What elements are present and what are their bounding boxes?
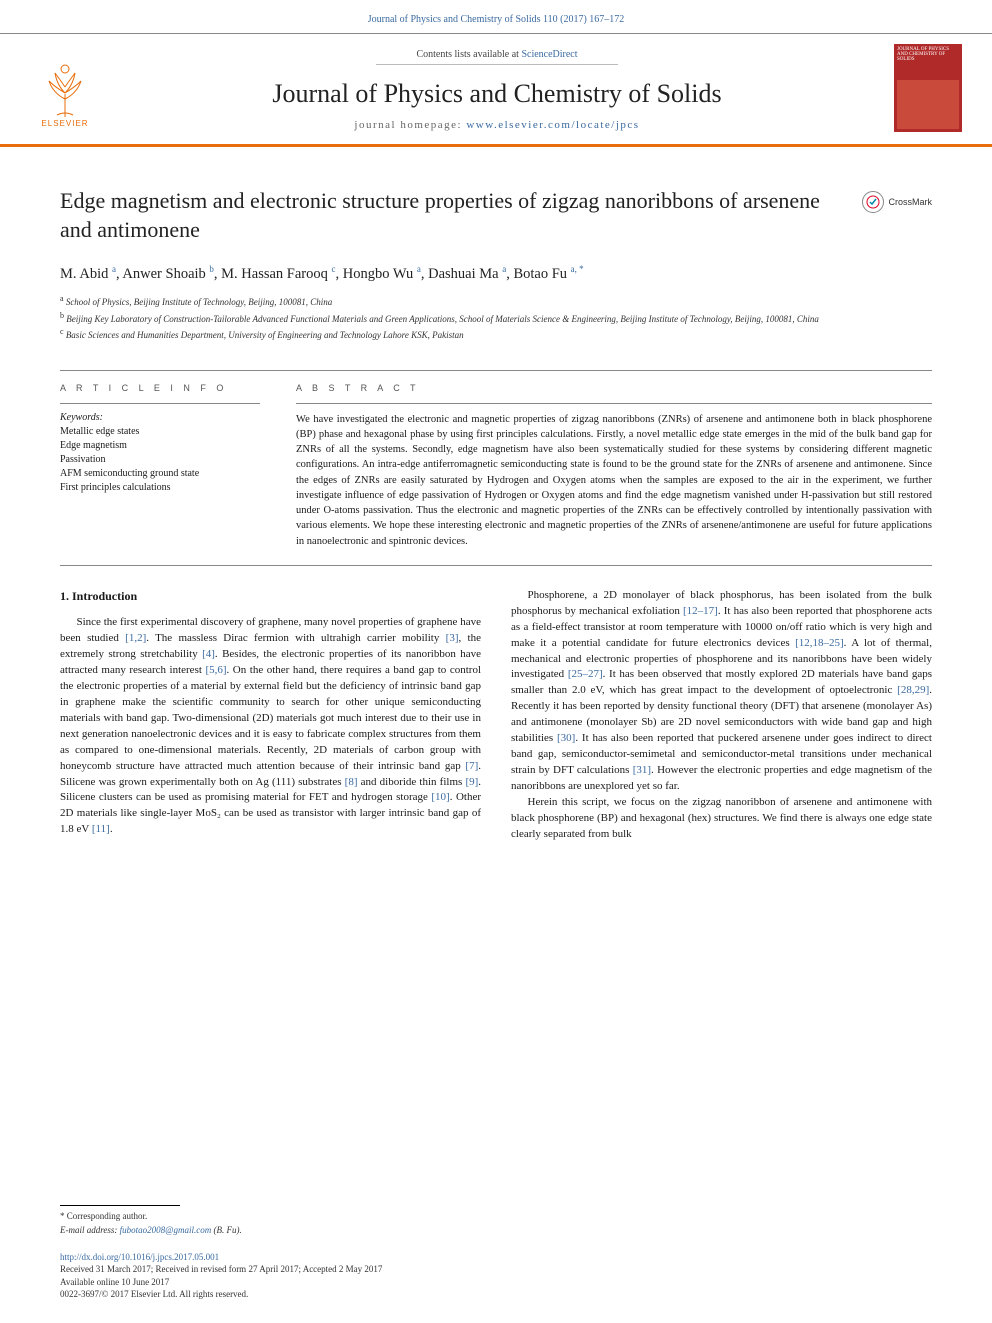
affiliations: a School of Physics, Beijing Institute o… <box>60 293 910 342</box>
running-head-text: Journal of Physics and Chemistry of Soli… <box>368 14 625 25</box>
ref-link[interactable]: [1,2] <box>125 632 146 644</box>
body-para-3: Herein this script, we focus on the zigz… <box>511 795 932 843</box>
abstract-text: We have investigated the electronic and … <box>296 412 932 549</box>
homepage-link[interactable]: www.elsevier.com/locate/jpcs <box>466 119 639 131</box>
ref-link[interactable]: [31] <box>633 764 651 776</box>
online-line: Available online 10 June 2017 <box>60 1276 932 1289</box>
keyword-item: AFM semiconducting ground state <box>60 467 260 481</box>
abstract-heading: A B S T R A C T <box>296 383 932 393</box>
homepage-prefix: journal homepage: <box>354 119 466 131</box>
ref-link[interactable]: [7] <box>465 760 478 772</box>
masthead-center: Contents lists available at ScienceDirec… <box>120 46 874 131</box>
affiliation-line: a School of Physics, Beijing Institute o… <box>60 293 910 309</box>
history-line: Received 31 March 2017; Received in revi… <box>60 1263 932 1276</box>
article-info-column: A R T I C L E I N F O Keywords: Metallic… <box>60 383 260 549</box>
crossmark-label: CrossMark <box>888 197 932 207</box>
crossmark-icon <box>862 191 884 213</box>
ref-link[interactable]: [12,18–25] <box>795 637 844 649</box>
ref-link[interactable]: [30] <box>557 732 575 744</box>
ref-link[interactable]: [10] <box>431 791 449 803</box>
affiliation-line: c Basic Sciences and Humanities Departme… <box>60 326 910 342</box>
masthead: ELSEVIER Contents lists available at Sci… <box>0 33 992 147</box>
ref-link[interactable]: [9] <box>465 776 478 788</box>
keywords-list: Metallic edge statesEdge magnetismPassiv… <box>60 425 260 495</box>
crossmark-badge[interactable]: CrossMark <box>862 191 932 213</box>
author-list: M. Abid a, Anwer Shoaib b, M. Hassan Far… <box>60 264 932 283</box>
homepage-line: journal homepage: www.elsevier.com/locat… <box>120 119 874 131</box>
doi-link[interactable]: http://dx.doi.org/10.1016/j.jpcs.2017.05… <box>60 1252 219 1262</box>
cover-title: JOURNAL OF PHYSICS AND CHEMISTRY OF SOLI… <box>897 47 959 80</box>
elsevier-tree-icon <box>35 59 95 119</box>
ref-link[interactable]: [8] <box>345 776 358 788</box>
ref-link[interactable]: [25–27] <box>568 668 603 680</box>
keyword-item: Edge magnetism <box>60 439 260 453</box>
elsevier-logo[interactable]: ELSEVIER <box>30 48 100 128</box>
abstract-rule <box>296 403 932 404</box>
abstract-column: A B S T R A C T We have investigated the… <box>296 383 932 549</box>
contents-line: Contents lists available at ScienceDirec… <box>376 49 617 65</box>
footnote-rule <box>60 1205 180 1206</box>
keyword-item: Metallic edge states <box>60 425 260 439</box>
info-rule <box>60 403 260 404</box>
ref-link[interactable]: [12–17] <box>683 605 718 617</box>
running-head: Journal of Physics and Chemistry of Soli… <box>0 0 992 33</box>
ref-link[interactable]: [4] <box>202 648 215 660</box>
section-title: Introduction <box>72 589 137 603</box>
contents-prefix: Contents lists available at <box>416 49 521 60</box>
keywords-label: Keywords: <box>60 412 260 423</box>
publisher-label: ELSEVIER <box>41 119 88 128</box>
keyword-item: First principles calculations <box>60 481 260 495</box>
article-title: Edge magnetism and electronic structure … <box>60 187 840 244</box>
ref-link[interactable]: [28,29] <box>897 684 929 696</box>
email-link[interactable]: fubotao2008@gmail.com <box>120 1225 212 1235</box>
email-line: E-mail address: fubotao2008@gmail.com (B… <box>60 1224 932 1237</box>
affiliation-line: b Beijing Key Laboratory of Construction… <box>60 310 910 326</box>
keyword-item: Passivation <box>60 453 260 467</box>
article-header: CrossMark Edge magnetism and electronic … <box>0 147 992 370</box>
footer: * Corresponding author. E-mail address: … <box>60 1205 932 1301</box>
email-label: E-mail address: <box>60 1225 117 1235</box>
sciencedirect-link[interactable]: ScienceDirect <box>521 49 577 60</box>
journal-name: Journal of Physics and Chemistry of Soli… <box>120 79 874 109</box>
journal-cover-thumb[interactable]: JOURNAL OF PHYSICS AND CHEMISTRY OF SOLI… <box>894 44 962 132</box>
body-columns: 1. Introduction Since the first experime… <box>0 566 992 843</box>
email-author-name: (B. Fu). <box>213 1225 241 1235</box>
body-para-1: Since the first experimental discovery o… <box>60 615 481 838</box>
body-para-2: Phosphorene, a 2D monolayer of black pho… <box>511 588 932 795</box>
article-info-heading: A R T I C L E I N F O <box>60 383 260 393</box>
section-number: 1. <box>60 589 69 603</box>
section-heading: 1. Introduction <box>60 588 481 605</box>
doi-block: http://dx.doi.org/10.1016/j.jpcs.2017.05… <box>60 1251 932 1301</box>
copyright-line: 0022-3697/© 2017 Elsevier Ltd. All right… <box>60 1288 932 1301</box>
ref-link[interactable]: [3] <box>446 632 459 644</box>
ref-link[interactable]: [11] <box>92 823 110 835</box>
corresponding-author-label: * Corresponding author. <box>60 1210 932 1223</box>
ref-link[interactable]: [5,6] <box>205 664 226 676</box>
cover-image <box>897 80 959 129</box>
info-abstract-row: A R T I C L E I N F O Keywords: Metallic… <box>0 371 992 565</box>
